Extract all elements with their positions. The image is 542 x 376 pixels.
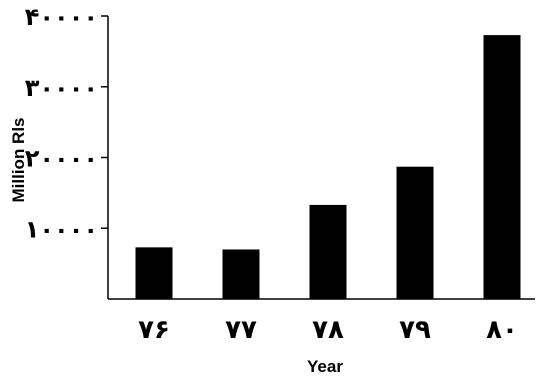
y-tick-label: ۴۰۰۰۰	[25, 3, 98, 31]
y-tick-label: ۳۰۰۰۰	[25, 74, 98, 102]
y-tick-label: ۲۰۰۰۰	[25, 145, 98, 173]
y-axis-title: Million Rls	[9, 118, 28, 203]
y-axis-ticks: ۱۰۰۰۰ ۲۰۰۰۰ ۳۰۰۰۰ ۴۰۰۰۰	[25, 3, 108, 243]
x-axis-title: Year	[307, 357, 343, 376]
x-tick-label: ۷۹	[399, 315, 431, 345]
x-tick-label: ۷۸	[312, 315, 344, 345]
y-tick-label: ۱۰۰۰۰	[25, 215, 98, 243]
bars	[135, 35, 521, 299]
x-tick-label: ۷۶	[138, 315, 170, 345]
x-tick-label: ۷۷	[225, 315, 257, 345]
bar	[222, 249, 260, 299]
bar	[483, 35, 521, 299]
bar	[309, 204, 347, 299]
x-tick-label: ۸۰	[486, 315, 518, 345]
bar	[396, 166, 434, 299]
bar	[135, 247, 173, 299]
x-axis-tick-labels: ۷۶ ۷۷ ۷۸ ۷۹ ۸۰	[138, 315, 518, 345]
